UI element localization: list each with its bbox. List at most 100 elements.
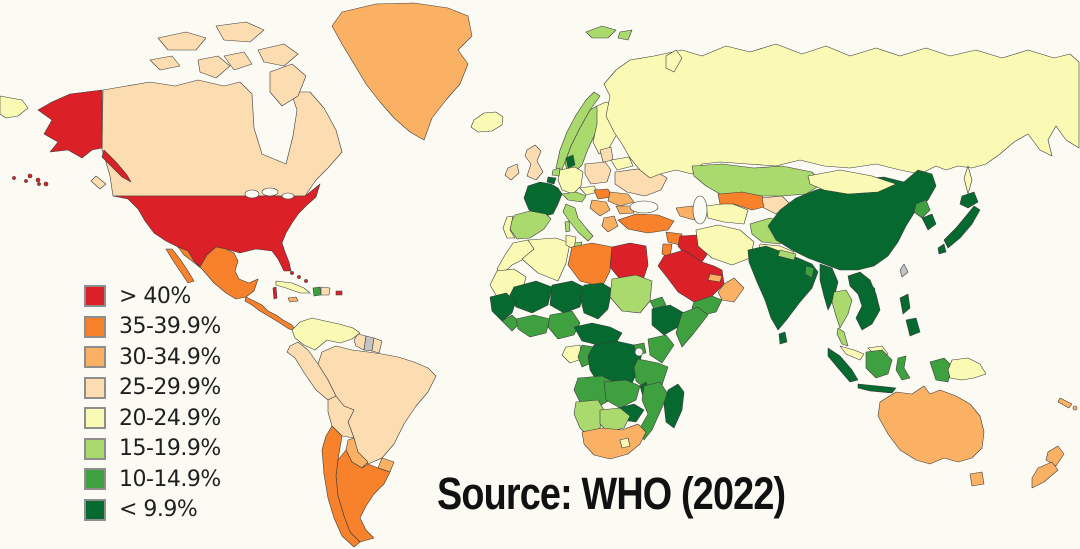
legend-label: 35-39.9% xyxy=(119,314,221,339)
alaska-panhandle xyxy=(101,149,132,183)
baja-california xyxy=(165,248,195,284)
mindanao-island xyxy=(905,317,921,337)
country-gabon xyxy=(561,344,583,364)
svalbard-island xyxy=(585,25,617,39)
legend-row: 30-34.9% xyxy=(84,345,221,370)
sulawesi-island xyxy=(895,355,911,381)
country-spain xyxy=(509,210,552,240)
lake-victoria xyxy=(634,347,644,357)
country-mozambique xyxy=(639,381,669,441)
country-niger xyxy=(549,280,585,314)
legend-label: 10-14.9% xyxy=(119,466,221,492)
legend-swatch-20-24 xyxy=(84,407,106,429)
country-bulgaria xyxy=(615,205,635,215)
country-cuba xyxy=(275,280,311,294)
hawaii-island xyxy=(27,173,33,179)
aleutian-island xyxy=(12,176,16,180)
aleutian-island xyxy=(24,179,28,183)
hokkaido-island xyxy=(959,191,979,209)
country-australia xyxy=(877,385,985,465)
legend-label: > 40% xyxy=(119,283,191,309)
country-belgium xyxy=(546,176,557,185)
country-bangladesh xyxy=(804,265,815,279)
legend-row: 35-39.9% xyxy=(84,314,221,339)
country-iran xyxy=(695,224,755,266)
region-balkans xyxy=(589,199,611,217)
country-sri-lanka xyxy=(778,331,788,345)
great-lake xyxy=(244,189,260,199)
country-alaska xyxy=(37,89,103,159)
country-italy xyxy=(562,203,594,242)
great-lake xyxy=(281,192,295,200)
country-papua-new-guinea xyxy=(947,357,987,381)
legend-label: 15-19.9% xyxy=(119,436,221,461)
region-ivory-ghana xyxy=(515,314,551,338)
country-ireland xyxy=(504,163,520,181)
country-usa xyxy=(112,183,321,272)
source-label: Source: WHO (2022) xyxy=(437,468,786,519)
java-island xyxy=(857,383,897,394)
region-cameroon-car xyxy=(573,322,623,346)
map-legend: > 40% 35-39.9% 30-34.9% 25-29.9% 20-24.9… xyxy=(84,283,221,529)
legend-swatch-lt10 xyxy=(84,498,106,521)
country-french-guiana xyxy=(371,337,383,354)
bahamas-island xyxy=(304,279,308,283)
sakhalin-island xyxy=(963,165,973,195)
legend-swatch-25-29 xyxy=(84,376,106,399)
country-south-africa xyxy=(581,423,647,460)
legend-swatch-10-14 xyxy=(84,468,106,490)
victoria-island xyxy=(197,55,231,79)
country-nigeria xyxy=(547,310,581,340)
region-indochina xyxy=(847,271,881,331)
country-dominican-republic xyxy=(320,286,331,296)
region-senegal-guinea xyxy=(489,292,517,322)
country-botswana xyxy=(599,407,631,433)
fiji-island xyxy=(1072,405,1078,411)
region-central-america xyxy=(244,296,297,332)
country-saudi-arabia xyxy=(657,249,725,303)
legend-swatch-35-39 xyxy=(84,315,106,338)
aleutian-island xyxy=(37,182,41,186)
bahamas-island xyxy=(297,275,301,279)
country-uae xyxy=(707,273,723,283)
legend-row: < 9.9% xyxy=(84,497,221,522)
arctic-island xyxy=(223,51,253,71)
great-lake xyxy=(261,187,279,197)
country-north-korea xyxy=(913,199,931,219)
arctic-island xyxy=(157,31,207,51)
hawaii-island xyxy=(35,177,41,183)
country-lesotho xyxy=(619,437,631,449)
thai-peninsula xyxy=(836,327,849,347)
country-thailand xyxy=(831,289,853,329)
legend-swatch-30-34 xyxy=(84,346,106,368)
caspian-sea xyxy=(692,195,708,225)
country-bolivia xyxy=(327,395,355,439)
borneo-island xyxy=(865,349,893,379)
country-oman xyxy=(717,277,745,303)
legend-swatch-gt40 xyxy=(84,285,106,307)
country-russia xyxy=(603,43,1080,179)
country-belize xyxy=(272,286,278,300)
country-india xyxy=(747,245,819,331)
country-chile xyxy=(321,425,361,548)
luzon-island xyxy=(899,293,911,315)
country-puerto-rico xyxy=(335,290,343,296)
legend-label: < 9.9% xyxy=(119,497,198,522)
country-chad xyxy=(579,282,613,320)
baffin-island xyxy=(269,63,307,107)
country-south-korea xyxy=(921,213,937,231)
country-guyana xyxy=(353,333,367,351)
legend-row: 10-14.9% xyxy=(84,466,221,492)
sumatra-island xyxy=(827,347,859,383)
legend-row: 25-29.9% xyxy=(84,375,221,400)
bahamas-island xyxy=(290,271,294,275)
legend-label: 25-29.9% xyxy=(119,375,221,400)
country-romania xyxy=(607,191,635,207)
country-canada xyxy=(101,79,343,197)
country-netherlands xyxy=(551,167,561,177)
arctic-island xyxy=(215,21,265,43)
country-madagascar xyxy=(663,383,685,429)
country-germany xyxy=(557,166,584,195)
